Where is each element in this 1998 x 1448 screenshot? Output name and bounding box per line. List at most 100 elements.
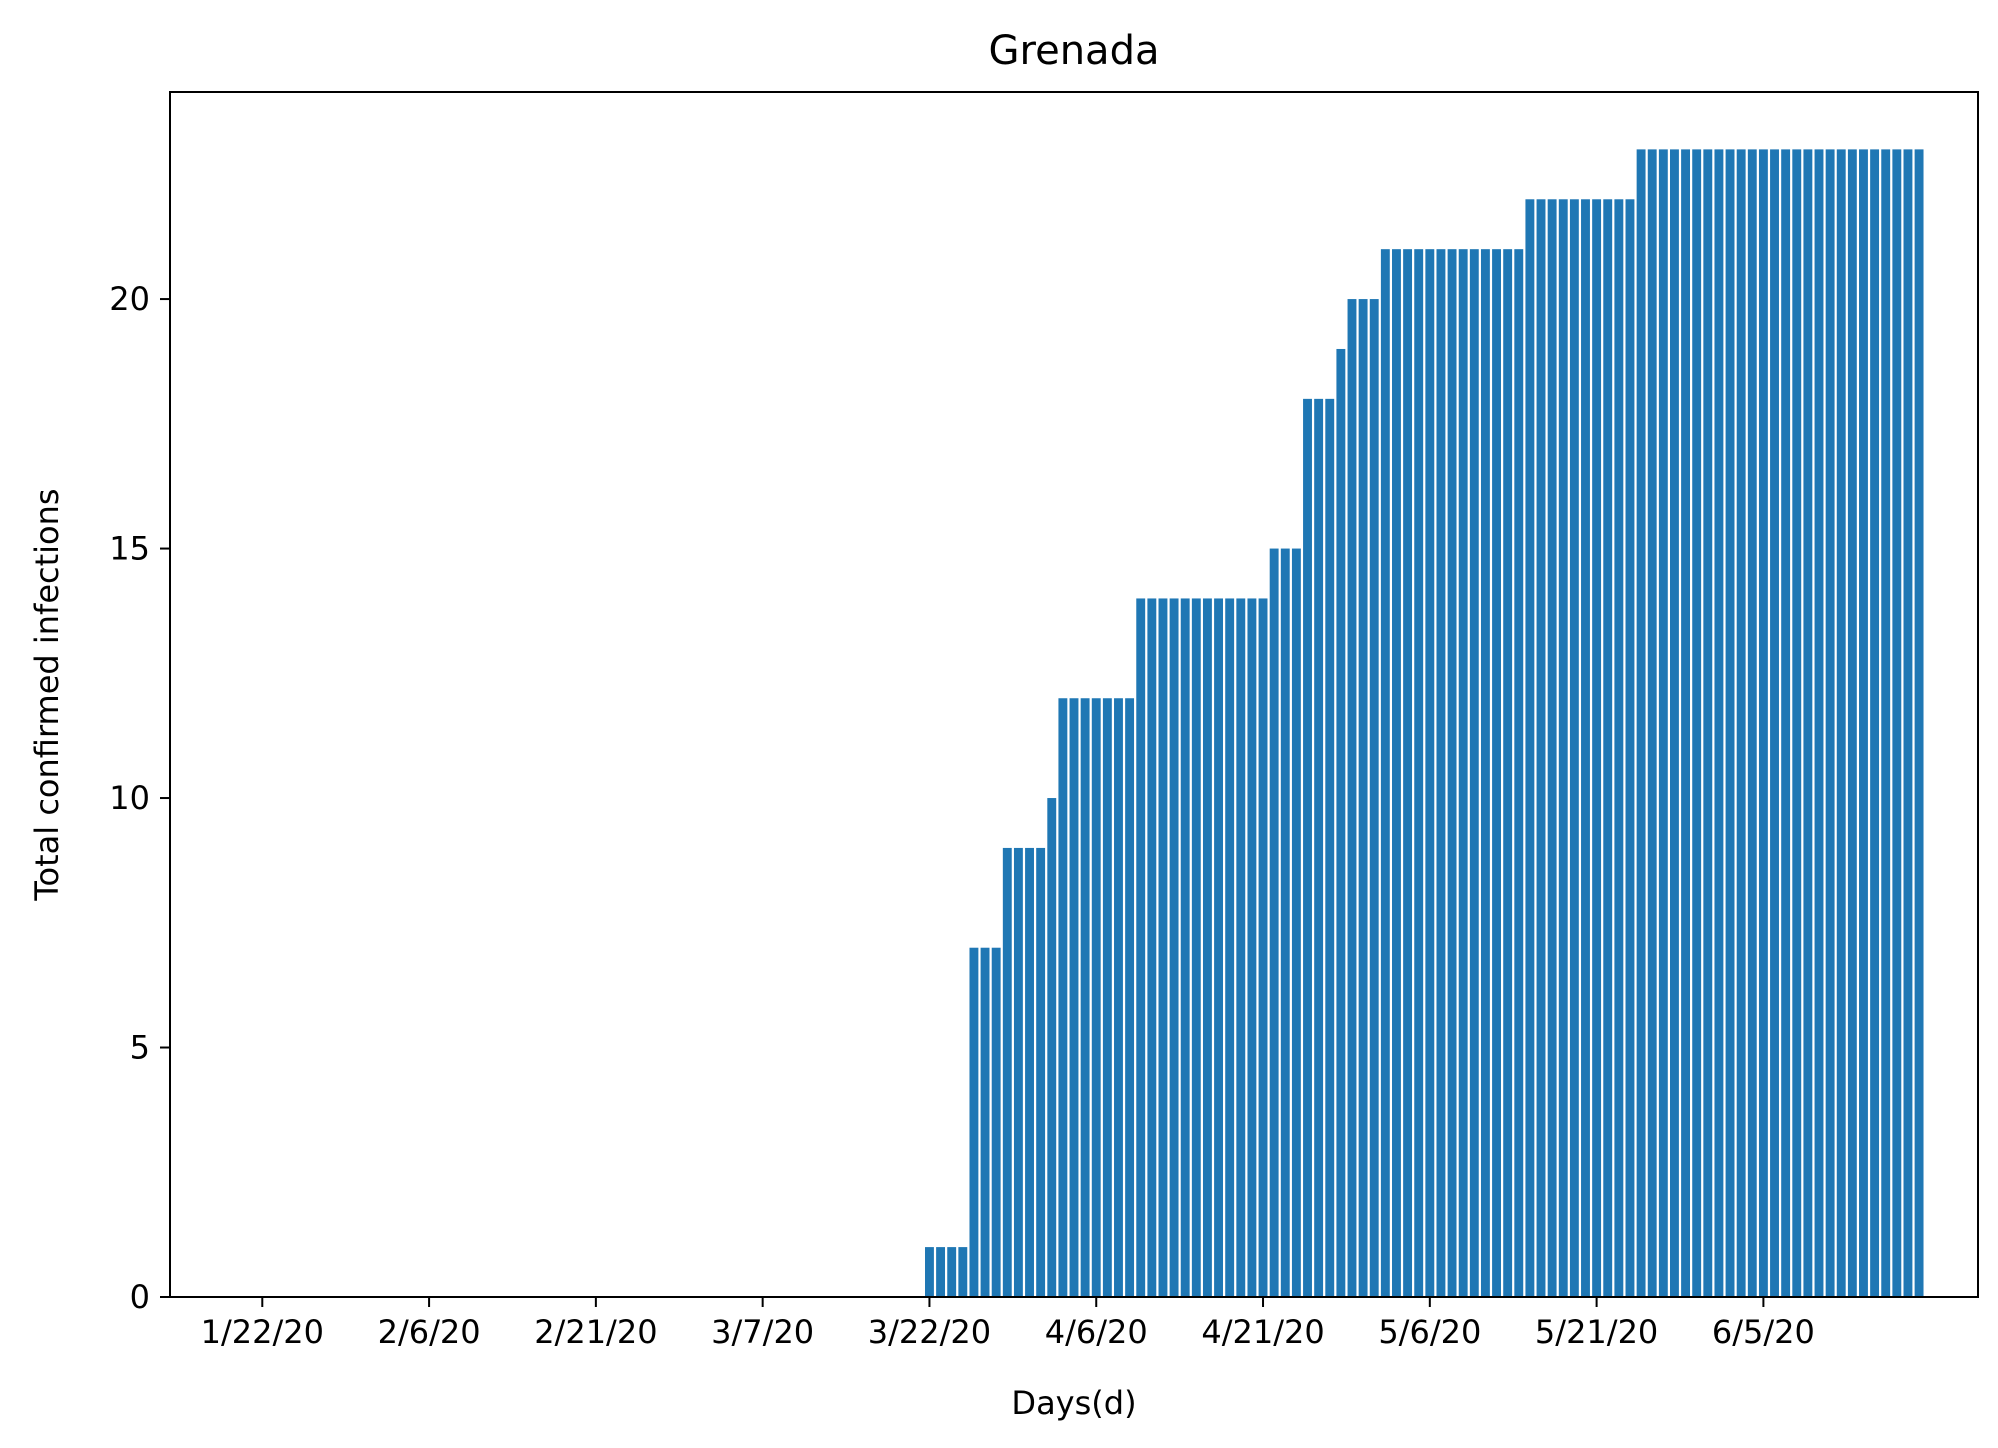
bar <box>1781 149 1791 1297</box>
x-tick-label: 3/7/20 <box>711 1313 814 1351</box>
bar <box>1503 249 1513 1297</box>
bar <box>1013 847 1023 1297</box>
bar <box>1036 847 1046 1297</box>
bar <box>1825 149 1835 1297</box>
bar <box>1625 199 1635 1297</box>
bar <box>1002 847 1012 1297</box>
bar <box>1392 249 1401 1297</box>
bar <box>1269 548 1279 1297</box>
bar <box>1692 149 1702 1297</box>
bar <box>1102 698 1112 1297</box>
x-tick-label: 6/5/20 <box>1712 1313 1815 1351</box>
bar <box>1058 698 1068 1297</box>
y-tick-label: 10 <box>109 779 150 817</box>
x-tick-label: 5/6/20 <box>1378 1313 1481 1351</box>
bar <box>1469 249 1479 1297</box>
bar <box>1347 299 1357 1297</box>
bar <box>1214 598 1223 1297</box>
bar <box>1380 249 1390 1297</box>
bar <box>1836 149 1846 1297</box>
bar <box>1303 398 1312 1297</box>
bar <box>1770 149 1779 1297</box>
bar <box>1114 698 1123 1297</box>
bar <box>1025 847 1034 1297</box>
bar <box>1903 149 1913 1297</box>
bar <box>1703 149 1713 1297</box>
bar <box>1514 249 1524 1297</box>
bar <box>1291 548 1301 1297</box>
bar <box>1658 149 1668 1297</box>
bar <box>1569 199 1579 1297</box>
plot-frame <box>169 91 1979 1298</box>
bar <box>1581 199 1590 1297</box>
bar <box>1681 149 1691 1297</box>
bar <box>1180 598 1190 1297</box>
x-tick-label: 2/6/20 <box>378 1313 481 1351</box>
bar <box>1158 598 1168 1297</box>
bar <box>1414 249 1424 1297</box>
bar <box>1480 249 1490 1297</box>
bar <box>1525 199 1535 1297</box>
bar <box>1814 149 1824 1297</box>
bar <box>1725 149 1735 1297</box>
bar <box>925 1247 934 1297</box>
bar <box>1336 348 1346 1298</box>
bar <box>991 947 1001 1297</box>
bar <box>1547 199 1557 1297</box>
y-tick-label: 15 <box>109 530 150 568</box>
bar <box>1202 598 1212 1297</box>
bar <box>1258 598 1268 1297</box>
bar <box>1436 249 1446 1297</box>
chart-title: Grenada <box>989 28 1160 74</box>
bar <box>936 1247 946 1297</box>
y-axis: 0 5 10 15 20 <box>109 280 170 1316</box>
bar <box>1892 149 1902 1297</box>
bar <box>1603 199 1613 1297</box>
bar <box>1225 598 1235 1297</box>
bar <box>1558 199 1568 1297</box>
x-tick-label: 4/6/20 <box>1045 1313 1148 1351</box>
bar <box>1758 149 1768 1297</box>
x-tick-label: 3/22/20 <box>868 1313 991 1351</box>
bar <box>1369 299 1379 1297</box>
bar <box>1169 598 1179 1297</box>
bar <box>1425 249 1435 1297</box>
x-axis: 1/22/20 2/6/20 2/21/20 3/7/20 3/22/20 4/6/20 4… <box>201 1297 1815 1351</box>
y-tick-label: 20 <box>109 280 150 318</box>
bar <box>1147 598 1157 1297</box>
bar <box>1847 149 1857 1297</box>
y-tick-label: 0 <box>130 1278 150 1316</box>
x-axis-label: Days(d) <box>1011 1384 1136 1422</box>
bars-layer <box>925 149 1924 1298</box>
bar <box>1614 199 1624 1297</box>
bar <box>958 1247 968 1297</box>
bar <box>1536 199 1546 1297</box>
bar <box>947 1247 957 1297</box>
bar <box>969 947 979 1297</box>
bar <box>1670 149 1679 1297</box>
bar <box>1314 398 1324 1297</box>
bar <box>1803 149 1813 1297</box>
x-tick-label: 5/21/20 <box>1535 1313 1658 1351</box>
bar <box>1870 149 1880 1297</box>
bar <box>1091 698 1101 1297</box>
bar <box>1136 598 1146 1297</box>
bar <box>1859 149 1868 1297</box>
bar <box>1714 149 1724 1297</box>
bar <box>1647 149 1657 1297</box>
bar <box>1636 149 1646 1297</box>
y-tick-label: 5 <box>130 1029 150 1067</box>
bar <box>1069 698 1079 1297</box>
y-axis-label: Total confirmed infections <box>28 488 66 901</box>
x-tick-label: 4/21/20 <box>1201 1313 1324 1351</box>
bar <box>1125 698 1135 1297</box>
bar <box>1247 598 1257 1297</box>
bar <box>1592 199 1602 1297</box>
bar <box>1236 598 1246 1297</box>
bar <box>1191 598 1201 1297</box>
bar <box>1047 798 1057 1297</box>
bar <box>980 947 990 1297</box>
bar <box>1736 149 1746 1297</box>
